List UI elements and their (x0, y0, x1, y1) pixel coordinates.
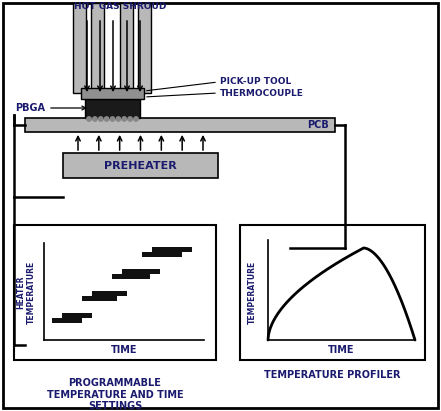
Bar (152, 247, 192, 252)
Bar (142, 252, 182, 257)
Text: HEATER
TEMPERATURE: HEATER TEMPERATURE (16, 261, 36, 324)
Circle shape (116, 117, 120, 121)
Bar (85, 99, 140, 118)
Bar (52, 318, 82, 323)
Bar (82, 296, 117, 301)
Bar (122, 269, 160, 274)
Circle shape (105, 117, 109, 121)
Circle shape (110, 117, 115, 121)
Circle shape (134, 117, 138, 121)
Circle shape (128, 117, 132, 121)
Bar (112, 274, 150, 279)
Bar (63, 153, 218, 178)
Bar (81, 88, 144, 99)
Text: PROGRAMMABLE
TEMPERATURE AND TIME
SETTINGS: PROGRAMMABLE TEMPERATURE AND TIME SETTIN… (47, 378, 183, 411)
Circle shape (87, 117, 91, 121)
Bar (25, 118, 335, 132)
Text: TIME: TIME (111, 345, 137, 355)
Bar (120, 3, 133, 93)
Text: TEMPERATURE PROFILER: TEMPERATURE PROFILER (264, 370, 401, 380)
Bar (62, 313, 92, 318)
Text: PCB: PCB (307, 120, 329, 130)
Bar (138, 3, 151, 93)
Bar (92, 291, 127, 296)
Text: HOT GAS SHROUD: HOT GAS SHROUD (74, 2, 166, 11)
Text: TIME: TIME (328, 345, 355, 355)
Text: PBGA: PBGA (15, 103, 45, 113)
Circle shape (122, 117, 127, 121)
Circle shape (93, 117, 97, 121)
Text: TEMPERATURE: TEMPERATURE (247, 261, 257, 324)
Text: PREHEATER: PREHEATER (104, 161, 177, 171)
Bar (240, 225, 425, 360)
Bar (73, 3, 86, 93)
Text: PICK-UP TOOL: PICK-UP TOOL (220, 78, 291, 86)
Circle shape (98, 117, 103, 121)
Text: THERMOCOUPLE: THERMOCOUPLE (220, 88, 304, 97)
Bar (14, 225, 216, 360)
Bar (91, 3, 104, 93)
